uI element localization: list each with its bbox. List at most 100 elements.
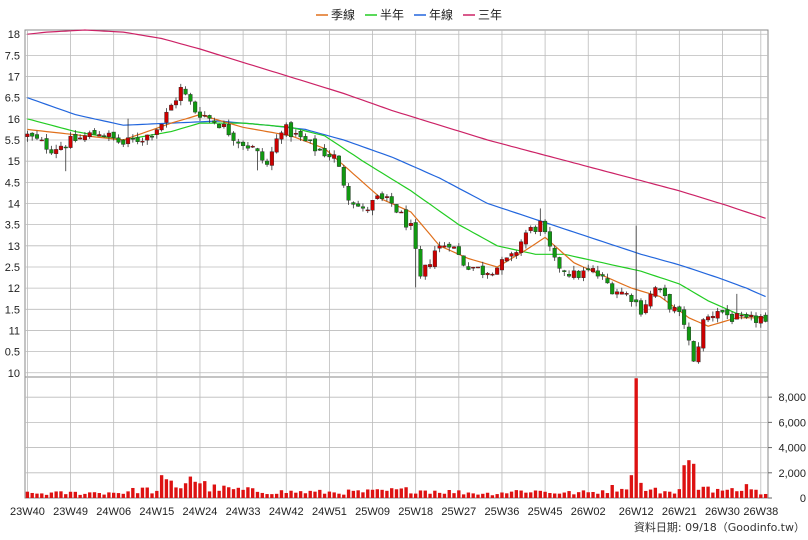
candle-body <box>351 202 356 205</box>
volume-bar <box>116 493 121 498</box>
volume-bar <box>404 487 408 498</box>
volume-bar <box>394 489 399 498</box>
volume-bar <box>677 489 681 498</box>
volume-bar <box>591 491 595 498</box>
x-tick-label: 26W02 <box>571 506 606 518</box>
candle-body <box>135 137 140 142</box>
candle-body <box>763 314 768 322</box>
candle-body <box>293 133 298 135</box>
volume-bar <box>505 493 509 498</box>
volume-bar <box>759 494 763 498</box>
candle-body <box>749 314 754 317</box>
volume-bar <box>653 487 658 498</box>
candle-body <box>49 149 54 154</box>
candle-body <box>653 287 658 297</box>
candle-body <box>648 293 653 307</box>
candle-body <box>667 294 672 310</box>
candle-body <box>499 259 504 271</box>
volume-bar <box>265 494 269 498</box>
volume-bar <box>418 490 423 498</box>
volume-bar <box>739 490 744 498</box>
candle-body <box>595 270 600 277</box>
volume-bar <box>413 493 418 498</box>
candle-body <box>509 253 514 257</box>
x-tick-label: 24W42 <box>269 506 304 518</box>
candle-body <box>562 270 567 272</box>
volume-bar <box>155 490 159 498</box>
candle-body <box>106 132 111 137</box>
volume-bar <box>217 490 221 498</box>
volume-panel <box>24 376 769 499</box>
legend-label-1: 半年 <box>380 8 404 22</box>
candle-body <box>581 270 586 278</box>
price-tick-label: 0.5 <box>5 347 20 359</box>
volume-bar <box>303 493 308 498</box>
candle-body <box>725 309 730 316</box>
volume-bar <box>150 493 154 498</box>
candle-body <box>116 137 121 143</box>
candle-body <box>480 265 485 275</box>
volume-bar <box>255 491 260 498</box>
candle-body <box>336 155 341 167</box>
candle-body <box>686 326 691 341</box>
x-tick-label: 25W27 <box>441 506 476 518</box>
candle-body <box>360 206 365 209</box>
price-tick-label: 16 <box>8 114 20 126</box>
candle-body <box>380 193 385 199</box>
volume-bar <box>538 490 542 498</box>
volume-bar <box>634 378 638 498</box>
price-tick-label: 4.5 <box>5 177 20 189</box>
volume-bar <box>183 483 188 498</box>
volume-bar <box>375 489 380 498</box>
volume-bar <box>529 492 533 498</box>
volume-bar <box>135 493 140 498</box>
x-tick-label: 26W12 <box>619 506 654 518</box>
candle-body <box>519 241 524 253</box>
volume-bar <box>59 491 63 498</box>
candle-body <box>63 146 68 149</box>
volume-bar <box>25 491 30 498</box>
x-axis: 23W40 23W49 24W06 24W15 24W24 24W33 24W42 24W51… <box>10 506 778 518</box>
candle-body <box>533 226 538 232</box>
volume-bar <box>44 494 49 498</box>
ma-half-line <box>27 118 766 319</box>
candle-body <box>255 148 260 152</box>
x-tick-label: 23W40 <box>10 506 45 518</box>
x-tick-label: 24W51 <box>312 506 347 518</box>
candle-body <box>68 135 73 148</box>
candle-body <box>432 250 437 267</box>
volume-bar <box>169 480 173 498</box>
volume-bar <box>54 491 58 498</box>
candle-body <box>557 257 562 269</box>
volume-bar <box>174 487 178 498</box>
volume-bar <box>605 493 610 498</box>
candle-body <box>207 115 212 119</box>
volume-bar <box>308 490 312 498</box>
volume-bar <box>495 494 499 498</box>
candle-body <box>217 124 222 129</box>
price-tick-label: 5.5 <box>5 135 20 147</box>
volume-bar <box>562 492 566 498</box>
candlesticks <box>25 83 768 364</box>
volume-bar <box>140 487 145 498</box>
candle-body <box>447 243 452 248</box>
candle-body <box>495 267 500 275</box>
volume-bar <box>121 493 125 498</box>
volume-bar <box>543 491 547 498</box>
volume-bar <box>294 492 298 498</box>
candle-body <box>691 341 696 362</box>
volume-bar <box>461 494 466 498</box>
candle-body <box>571 270 576 278</box>
candle-body <box>202 115 207 117</box>
volume-bar <box>696 489 701 498</box>
volume-bar <box>332 492 336 498</box>
candle-body <box>197 111 202 118</box>
volume-bar <box>73 491 78 498</box>
price-tick-label: 12 <box>8 283 20 295</box>
volume-bar <box>179 488 183 498</box>
volume-bar <box>624 489 629 498</box>
x-tick-label: 26W30 <box>705 506 740 518</box>
candle-body <box>591 268 596 273</box>
candle-body <box>461 255 466 266</box>
volume-tick-label: 2,000 <box>778 468 806 480</box>
